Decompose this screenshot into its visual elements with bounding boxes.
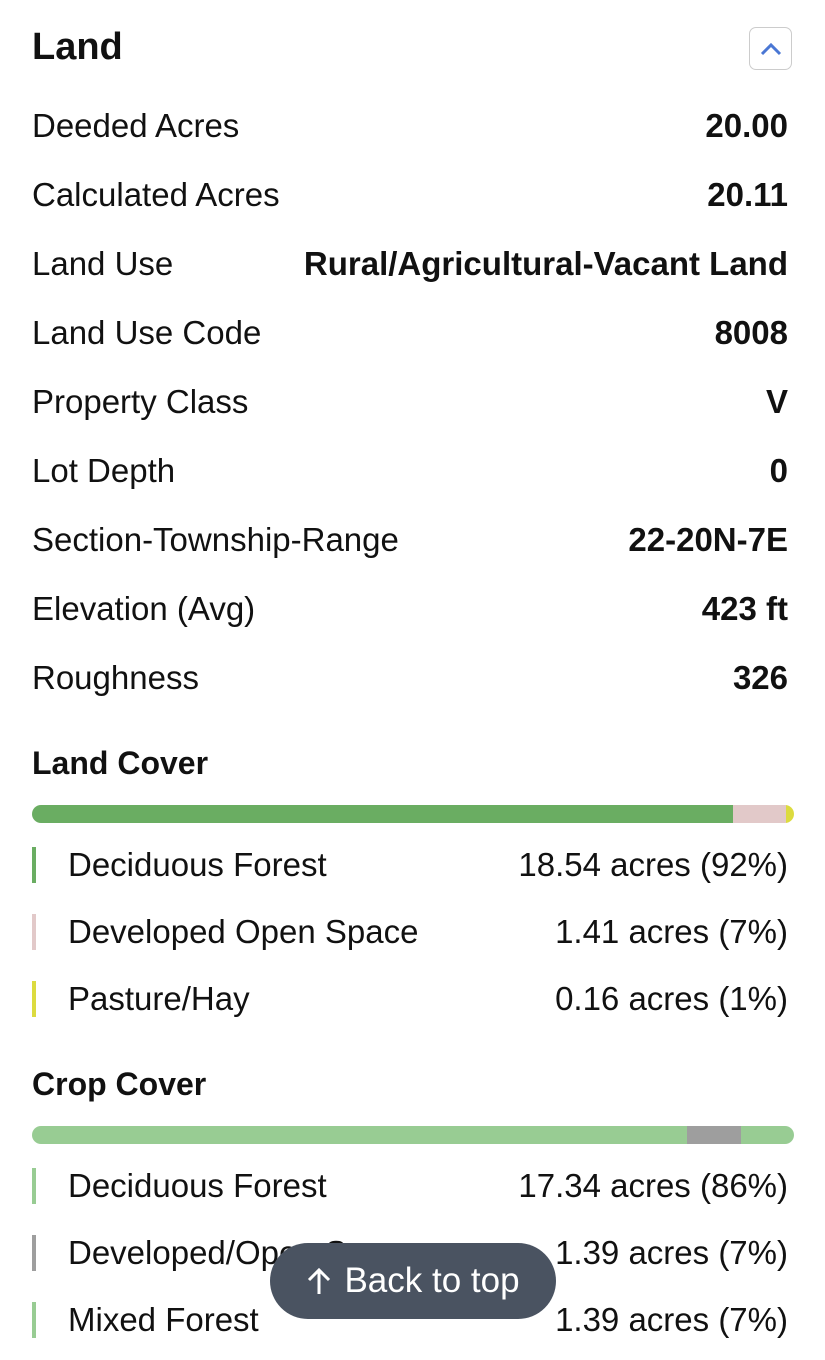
color-swatch (32, 1168, 36, 1204)
crop-cover-title: Crop Cover (32, 1066, 207, 1102)
cover-value: 17.34 acres (86%) (518, 1167, 788, 1204)
bar-segment (740, 1126, 794, 1144)
field-label: Property Class (32, 383, 249, 420)
cover-item: Deciduous Forest 17.34 acres (86%) (32, 1166, 788, 1206)
cover-name: Deciduous Forest (68, 846, 327, 883)
field-row: Deeded Acres 20.00 (32, 106, 788, 146)
cover-value: 0.16 acres (1%) (555, 980, 788, 1017)
field-label: Section-Township-Range (32, 521, 399, 558)
bar-segment (786, 805, 794, 823)
cover-value: 1.41 acres (7%) (555, 913, 788, 950)
field-value: V (765, 383, 788, 420)
section-title: Land (32, 26, 123, 68)
field-row: Property Class V (32, 382, 788, 422)
field-value: 423 ft (701, 590, 788, 627)
field-value: 20.00 (705, 107, 788, 144)
color-swatch (32, 847, 36, 883)
field-label: Roughness (32, 659, 199, 696)
cover-item: Developed Open Space 1.41 acres (7%) (32, 912, 788, 952)
color-swatch (32, 1235, 36, 1271)
field-row: Section-Township-Range 22-20N-7E (32, 520, 788, 560)
cover-name: Mixed Forest (68, 1301, 259, 1338)
back-to-top-button[interactable]: Back to top (270, 1243, 556, 1319)
cover-value: 1.39 acres (7%) (555, 1234, 788, 1271)
land-cover-bar (32, 805, 794, 823)
cover-item: Mixed Forest 1.39 acres (7%) (32, 1300, 788, 1340)
cover-name: Developed Open Space (68, 913, 419, 950)
cover-name: Deciduous Forest (68, 1167, 327, 1204)
cover-value: 1.39 acres (7%) (555, 1301, 788, 1338)
color-swatch (32, 914, 36, 950)
cover-value: 18.54 acres (92%) (518, 846, 788, 883)
cover-item: Pasture/Hay 0.16 acres (1%) (32, 979, 788, 1019)
field-label: Land Use Code (32, 314, 262, 351)
field-value: Rural/Agricultural-Vacant Land (303, 245, 788, 282)
field-label: Deeded Acres (32, 107, 240, 144)
collapse-button[interactable] (749, 27, 792, 70)
back-to-top-label: Back to top (344, 1261, 520, 1300)
field-value: 22-20N-7E (628, 521, 788, 558)
field-row: Elevation (Avg) 423 ft (32, 589, 788, 629)
field-value: 326 (732, 659, 788, 696)
chevron-up-icon (760, 42, 781, 55)
bar-segment (687, 1126, 741, 1144)
bar-segment (32, 805, 734, 823)
color-swatch (32, 1302, 36, 1338)
field-value: 8008 (714, 314, 788, 351)
field-label: Lot Depth (32, 452, 176, 489)
cover-item: Deciduous Forest 18.54 acres (92%) (32, 845, 788, 885)
field-value: 0 (769, 452, 788, 489)
field-label: Calculated Acres (32, 176, 280, 213)
field-label: Elevation (Avg) (32, 590, 256, 627)
arrow-up-icon (308, 1267, 331, 1294)
bar-segment (733, 805, 787, 823)
field-label: Land Use (32, 245, 174, 282)
crop-cover-bar (32, 1126, 794, 1144)
color-swatch (32, 981, 36, 1017)
field-row: Calculated Acres 20.11 (32, 175, 788, 215)
cover-name: Pasture/Hay (68, 980, 250, 1017)
field-row: Lot Depth 0 (32, 451, 788, 491)
field-value: 20.11 (707, 176, 788, 213)
bar-segment (32, 1126, 688, 1144)
field-row: Roughness 326 (32, 658, 788, 698)
land-cover-title: Land Cover (32, 745, 209, 781)
field-row: Land Use Rural/Agricultural-Vacant Land (32, 244, 788, 284)
field-row: Land Use Code 8008 (32, 313, 788, 353)
